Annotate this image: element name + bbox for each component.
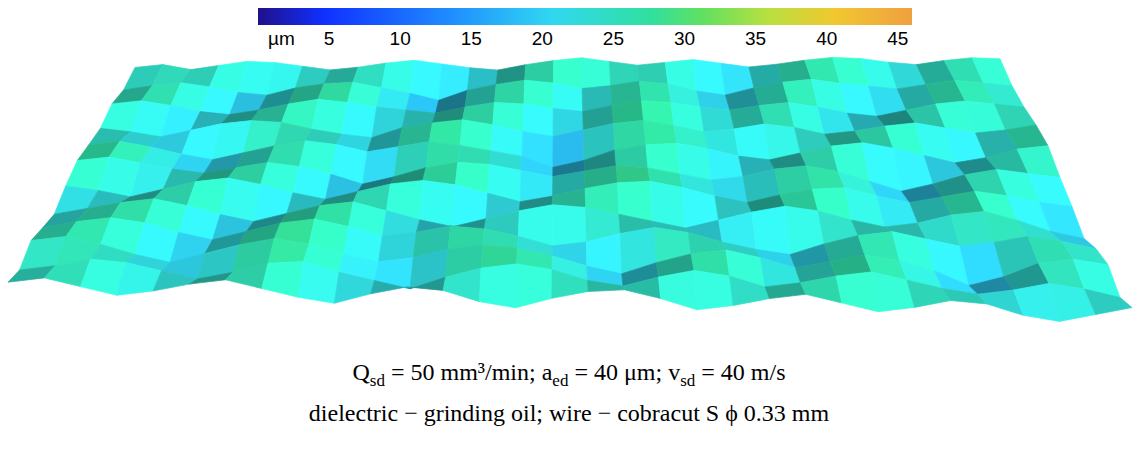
caption-line: Qsd = 50 mm³/min; aed = 40 μm; vsd = 40 … (353, 359, 786, 390)
caption-text: = 40 m/s (695, 359, 785, 385)
caption-text: = 40 μm; v (568, 359, 680, 385)
surface-cell (553, 83, 583, 112)
caption-text: Q (353, 359, 370, 385)
surface-cell (972, 58, 1012, 86)
caption-line: dielectric − grinding oil; wire − cobrac… (309, 400, 830, 426)
surface-cell (872, 272, 915, 312)
surface-cell (1085, 289, 1133, 314)
surface-cell (429, 120, 462, 146)
surface-cell (806, 166, 844, 190)
chart-root: µm 5 10 15 20 25 30 35 40 45 Qsd = 50 mm³/min; aed… (0, 0, 1138, 455)
surface-cell (371, 281, 410, 294)
surface-cell (406, 93, 439, 113)
surface-cell (298, 262, 339, 304)
colorbar-tick-label: 20 (532, 28, 553, 49)
surface-cell (318, 82, 353, 102)
surface-cell (623, 277, 661, 299)
surface-cell (700, 107, 734, 132)
surface-cell (836, 272, 878, 312)
surface-cell (552, 270, 588, 299)
caption-subscript: sd (680, 371, 696, 390)
colorbar-tick-label: 5 (324, 28, 335, 49)
colorbar-tick-label: 15 (461, 28, 482, 49)
surface-cell (877, 196, 918, 227)
surface-cell (907, 280, 951, 307)
colorbar-tick-label: 25 (603, 28, 624, 49)
surface-cell (1049, 283, 1096, 321)
surface-cell (516, 264, 552, 308)
surface-cell (523, 104, 553, 137)
surface-cell (420, 180, 456, 226)
surface-cell (818, 107, 855, 134)
caption-text: = 50 mm³/min; a (385, 359, 553, 385)
surface-cell (552, 205, 586, 246)
surface-cell (644, 120, 677, 145)
surface-cell (268, 141, 306, 167)
surface-cell (893, 148, 933, 191)
surface-cell (342, 102, 377, 137)
surface-cell (553, 188, 586, 207)
colorbar-tick-label: 10 (390, 28, 411, 49)
surface-cell (377, 88, 410, 110)
surface-cell (525, 61, 554, 83)
surface-cell (1028, 236, 1073, 263)
surface-cell (650, 181, 685, 228)
surface-cell (694, 270, 733, 309)
surface-cell (494, 80, 524, 104)
surface-cell (1006, 125, 1048, 149)
surface-cell (407, 277, 446, 290)
surface (8, 57, 1132, 321)
surface-cell (458, 145, 491, 164)
surface-cell (765, 283, 806, 299)
surface-cell (730, 276, 770, 305)
caption-subscript: sd (370, 371, 386, 390)
surface-cell (582, 58, 611, 89)
surface-cell (801, 276, 842, 303)
surface-cell (708, 149, 743, 180)
caption-subscript: ed (552, 371, 569, 390)
surface-cell (639, 81, 671, 102)
surface-cell (379, 232, 417, 262)
colorbar-tick-label: 30 (674, 28, 695, 49)
surface-cell (334, 272, 374, 303)
colorbar-tick-label: 40 (816, 28, 837, 49)
colorbar-label: µm (268, 28, 295, 49)
surface-cell (479, 264, 516, 308)
surface-cell (153, 271, 197, 291)
surface-cell (734, 124, 769, 160)
surface-cell (693, 60, 725, 96)
colorbar (258, 8, 912, 25)
surface-cell (443, 268, 481, 302)
surface-cell (268, 238, 309, 263)
surface-cell (637, 62, 668, 84)
colorbar-tick-label: 45 (887, 28, 908, 49)
surface-cell (312, 99, 348, 134)
surface-cell (226, 263, 269, 288)
surface-cell (612, 101, 644, 124)
caption-text: dielectric − grinding oil; wire − cobrac… (309, 400, 830, 426)
surface-cell (616, 166, 650, 183)
surface-cell (752, 206, 790, 254)
surface-cell (761, 258, 801, 287)
surface-cell (262, 262, 304, 298)
colorbar-tick-label: 35 (745, 28, 766, 49)
surface-cell (659, 270, 697, 309)
surface-cell (189, 272, 232, 284)
surface-cell (615, 145, 648, 168)
surface-cell (588, 280, 625, 291)
